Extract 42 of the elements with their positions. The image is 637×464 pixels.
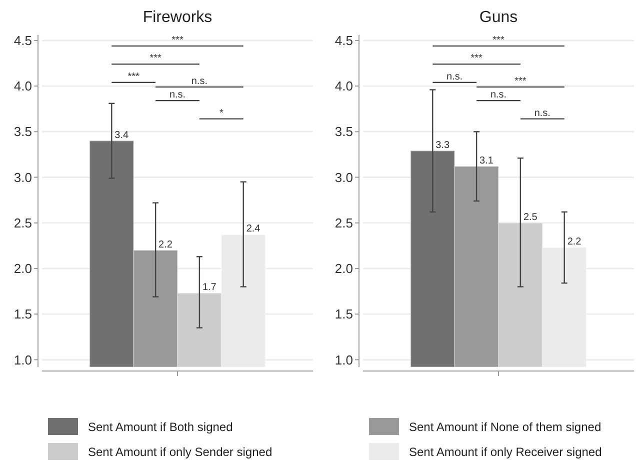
- y-tick-label: 2.5: [14, 215, 32, 230]
- data-label: 2.4: [246, 224, 261, 235]
- y-tick-label: 2.5: [334, 215, 353, 230]
- y-tick-label: 3.0: [14, 170, 32, 185]
- annotation: ***: [514, 76, 526, 87]
- y-tick-label: 1.5: [14, 306, 32, 322]
- y-tick-label: 3.5: [14, 124, 32, 140]
- y-tick-label: 4.5: [334, 33, 353, 48]
- data-label: 1.7: [202, 282, 217, 294]
- y-tick-label: 3.5: [334, 124, 353, 140]
- chart-title: Guns: [479, 9, 518, 26]
- data-label: 2.5: [523, 212, 538, 223]
- y-tick-label: 4.0: [14, 78, 32, 94]
- legend-label: Sent Amount if None of them signed: [409, 420, 602, 434]
- annotation: ***: [492, 34, 504, 46]
- y-tick-label: 4.0: [334, 78, 353, 94]
- annotation: n.s.: [191, 76, 208, 87]
- annotation: ***: [172, 34, 184, 46]
- y-tick-label: 1.5: [334, 306, 353, 322]
- data-label: 2.2: [567, 236, 582, 248]
- legend-label: Sent Amount if only Sender signed: [88, 445, 272, 459]
- y-tick-label: 2.0: [334, 261, 353, 276]
- data-label: 3.3: [436, 140, 450, 151]
- legend-label: Sent Amount if Both signed: [88, 420, 233, 434]
- annotation: n.s.: [446, 71, 463, 82]
- annotation: n.s.: [490, 90, 507, 101]
- y-tick-label: 1.0: [14, 352, 32, 368]
- data-label: 2.2: [158, 239, 173, 250]
- annotation: *: [219, 108, 224, 119]
- y-tick-label: 4.5: [14, 33, 32, 48]
- legend-label: Sent Amount if only Receiver signed: [409, 445, 602, 459]
- annotation: ***: [150, 53, 162, 64]
- y-tick-label: 3.0: [334, 170, 353, 185]
- data-label: 3.4: [114, 130, 129, 141]
- y-tick-label: 2.0: [14, 261, 32, 276]
- annotation: n.s.: [169, 90, 186, 101]
- data-label: 3.1: [480, 155, 494, 166]
- annotation: ***: [128, 71, 140, 82]
- annotation: ***: [470, 53, 482, 64]
- chart-title: Fireworks: [142, 9, 212, 26]
- y-tick-label: 1.0: [334, 352, 353, 368]
- annotation: n.s.: [534, 108, 550, 119]
